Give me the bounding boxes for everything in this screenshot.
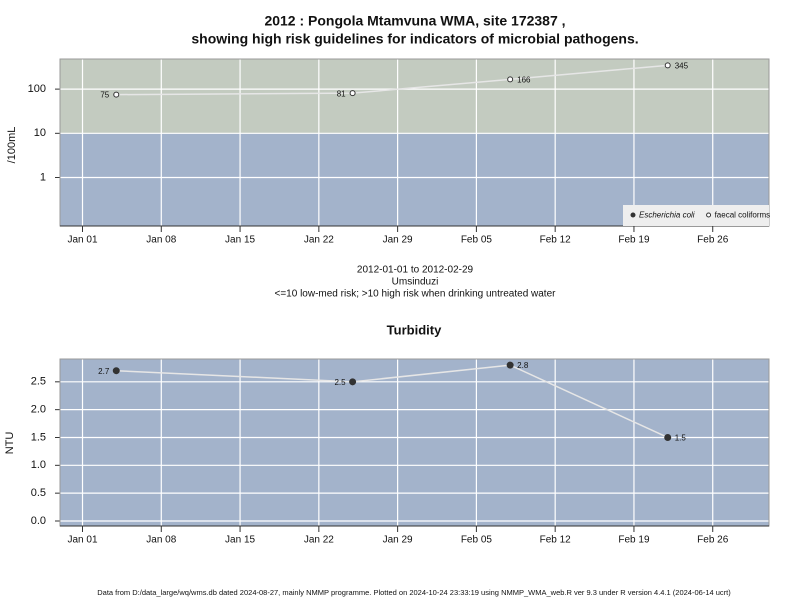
y-tick-label: 1.0 bbox=[31, 459, 46, 471]
x-tick-label: Feb 19 bbox=[618, 535, 650, 546]
y-axis-label: /100mL bbox=[6, 127, 18, 164]
x-tick-label: Feb 05 bbox=[461, 235, 493, 246]
x-tick-label: Jan 22 bbox=[304, 235, 334, 246]
x-tick-label: Jan 29 bbox=[383, 235, 413, 246]
chart-title: 2012 : Pongola Mtamvuna WMA, site 172387… bbox=[264, 13, 565, 29]
x-tick-label: Jan 29 bbox=[383, 535, 413, 546]
chart-title: Turbidity bbox=[387, 322, 442, 337]
footer: Data from D:/data_large/wq/wms.db dated … bbox=[97, 588, 731, 597]
y-tick-label: 0.0 bbox=[31, 515, 46, 527]
x-tick-label: Jan 15 bbox=[225, 535, 255, 546]
legend: Escherichia coli faecal coliforms bbox=[623, 205, 770, 226]
data-point bbox=[664, 62, 671, 69]
data-point bbox=[506, 361, 514, 369]
x-tick-label: Feb 19 bbox=[618, 235, 650, 246]
data-point bbox=[664, 433, 672, 441]
x-tick-label: Jan 08 bbox=[146, 535, 176, 546]
legend-label: Escherichia coli bbox=[639, 211, 695, 220]
subtitle: Umsinduzi bbox=[392, 277, 439, 288]
data-label: 2.5 bbox=[334, 378, 346, 387]
y-tick-label: 1.5 bbox=[31, 431, 46, 443]
data-point bbox=[349, 90, 356, 97]
x-tick-label: Feb 12 bbox=[540, 235, 572, 246]
subtitle: <=10 low-med risk; >10 high risk when dr… bbox=[275, 289, 557, 300]
data-label: 2.8 bbox=[517, 361, 529, 370]
x-tick-label: Jan 08 bbox=[146, 235, 176, 246]
x-tick-label: Jan 01 bbox=[67, 235, 97, 246]
y-tick-label: 10 bbox=[34, 127, 46, 139]
legend-label: faecal coliforms bbox=[715, 211, 771, 220]
legend-box bbox=[623, 205, 769, 226]
subtitle: 2012-01-01 to 2012-02-29 bbox=[357, 265, 474, 276]
data-line bbox=[116, 64, 668, 96]
x-tick-label: Jan 01 bbox=[67, 535, 97, 546]
x-tick-label: Jan 22 bbox=[304, 535, 334, 546]
data-point bbox=[113, 91, 120, 98]
chart-title: showing high risk guidelines for indicat… bbox=[191, 31, 638, 47]
high-risk-band bbox=[60, 59, 769, 134]
plot-background bbox=[60, 359, 769, 526]
data-label: 2.7 bbox=[98, 367, 110, 376]
data-label: 81 bbox=[337, 89, 346, 98]
legend-marker bbox=[630, 212, 636, 218]
x-tick-label: Feb 26 bbox=[697, 235, 729, 246]
y-tick-label: 2.5 bbox=[31, 376, 46, 388]
data-point bbox=[112, 367, 120, 375]
y-tick-label: 0.5 bbox=[31, 487, 46, 499]
data-point bbox=[507, 76, 514, 83]
x-tick-label: Feb 05 bbox=[461, 535, 493, 546]
data-point bbox=[349, 378, 357, 386]
data-label: 166 bbox=[517, 75, 531, 84]
y-tick-label: 2.0 bbox=[31, 404, 46, 416]
data-label: 75 bbox=[100, 91, 109, 100]
x-tick-label: Feb 26 bbox=[697, 535, 729, 546]
data-line bbox=[116, 364, 669, 439]
x-tick-label: Jan 15 bbox=[225, 235, 255, 246]
data-label: 345 bbox=[675, 61, 689, 70]
y-axis-label: NTU bbox=[4, 432, 16, 455]
legend-marker bbox=[706, 212, 712, 218]
x-tick-label: Feb 12 bbox=[540, 535, 572, 546]
y-tick-label: 1 bbox=[40, 171, 46, 183]
y-tick-label: 100 bbox=[28, 83, 46, 95]
data-label: 1.5 bbox=[675, 434, 687, 443]
